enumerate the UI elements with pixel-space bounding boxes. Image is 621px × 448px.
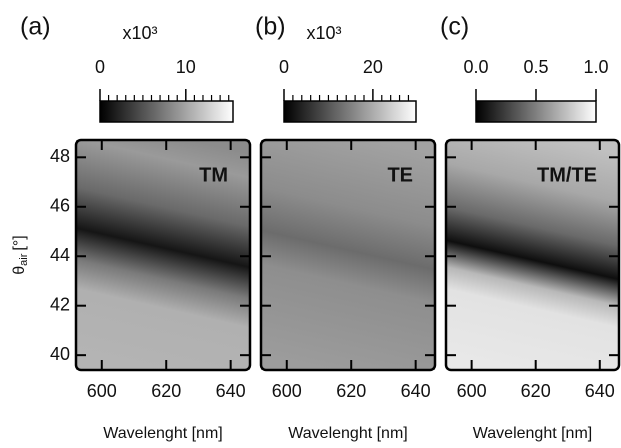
x-axis-label: Wavelenght [nm]: [473, 425, 592, 442]
x-tick-label: 620: [151, 381, 181, 401]
panel: (a) x10³ 0 10 TM 40 42 44 46 48 600 620 640 Wavelengh…: [11, 13, 252, 442]
colorbar: [475, 100, 597, 123]
annotation: TM/TE: [537, 164, 597, 186]
colorbar-tick-label: 10: [176, 57, 196, 77]
x-tick-label: 620: [336, 381, 366, 401]
x-tick-label: 640: [401, 381, 431, 401]
panel: (c) 0.0 0.5 1.0 TM/TE 600 620 640 Wavelenght [nm…: [440, 13, 621, 442]
y-label-symbol: θ: [11, 266, 28, 275]
panel-label: (a): [20, 13, 51, 41]
y-tick-label: 48: [50, 146, 70, 166]
y-tick-label: 40: [50, 344, 70, 364]
plot-frame: [444, 138, 621, 372]
colorbar-tick-label: 0: [279, 57, 289, 77]
y-axis-label: θair [°]: [11, 235, 30, 274]
colorbar-multiplier: x10³: [122, 23, 157, 43]
y-tick-label: 42: [50, 294, 70, 314]
x-axis-label: Wavelenght [nm]: [288, 425, 407, 442]
heatmap-image: [76, 140, 250, 370]
plot-frame: [259, 138, 437, 372]
panel-label: (c): [440, 13, 469, 41]
x-axis-label: Wavelenght [nm]: [103, 425, 222, 442]
x-tick-label: 640: [216, 381, 246, 401]
panel: (b) x10³ 0 20 TE 600 620 640 Wavelenght [nm]: [255, 13, 437, 442]
colorbar: [283, 100, 417, 123]
y-tick-label: 46: [50, 196, 70, 216]
colorbar-tick-label: 0.5: [523, 57, 548, 77]
colorbar-tick-label: 20: [363, 57, 383, 77]
x-tick-label: 640: [585, 381, 615, 401]
colorbar: [99, 100, 234, 123]
colorbar-tick-label: 0: [95, 57, 105, 77]
y-label-unit: [°]: [11, 235, 28, 250]
y-label-subscript: air: [18, 253, 30, 266]
x-tick-label: 600: [272, 381, 302, 401]
colorbar-tick-label: 1.0: [583, 57, 608, 77]
plot-frame: [74, 138, 252, 372]
annotation: TE: [387, 164, 413, 186]
x-tick-label: 620: [521, 381, 551, 401]
heatmap-image: [261, 140, 435, 370]
heatmap-image: [446, 140, 619, 370]
colorbar-multiplier: x10³: [306, 23, 341, 43]
x-tick-label: 600: [87, 381, 117, 401]
x-tick-label: 600: [457, 381, 487, 401]
y-tick-label: 44: [50, 245, 70, 265]
annotation: TM: [199, 164, 228, 186]
panel-label: (b): [255, 13, 286, 41]
colorbar-tick-label: 0.0: [463, 57, 488, 77]
